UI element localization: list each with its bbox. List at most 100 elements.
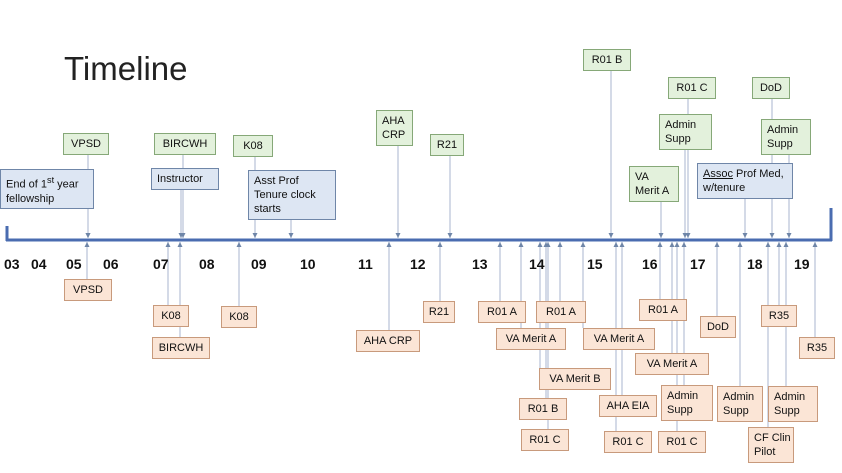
year-label: 11 — [358, 256, 373, 272]
connector-arrowhead — [580, 242, 586, 247]
box-text: Prof Med, — [732, 168, 784, 180]
year-label: 06 — [103, 256, 119, 272]
box-text: AHA — [382, 115, 405, 127]
box-text: Pilot — [754, 446, 776, 458]
grant-funded-r01c: R01 C — [521, 429, 569, 451]
grant-submitted-va-merit-a: VA Merit A — [629, 166, 679, 202]
year-label: 07 — [153, 256, 169, 272]
grant-funded-r01a-3: R01 A — [639, 299, 687, 321]
grant-funded-va-merit-a-2: VA Merit A — [583, 328, 655, 350]
box-text: fellowship — [6, 192, 55, 205]
grant-funded-r01c-2: R01 C — [604, 431, 652, 453]
box-text: Tenure clock — [254, 189, 316, 201]
year-label: 19 — [794, 256, 810, 272]
box-text: Merit A — [635, 185, 670, 197]
grant-funded-r01b: R01 B — [519, 398, 567, 420]
milestone-end-of-fellowship: End of 1st year fellowship — [0, 169, 94, 209]
grant-funded-r01a-2: R01 A — [536, 301, 586, 323]
grant-funded-k08: K08 — [153, 305, 189, 327]
grant-submitted-k08: K08 — [233, 135, 273, 157]
milestone-instructor: Instructor — [151, 168, 219, 190]
box-text: Asst Prof — [254, 175, 299, 187]
box-text: Supp — [667, 404, 693, 416]
grant-funded-r21: R21 — [423, 301, 455, 323]
year-label: 10 — [300, 256, 316, 272]
grant-submitted-aha-crp: AHA CRP — [376, 110, 413, 146]
grant-submitted-admin-supp-2: Admin Supp — [761, 119, 811, 155]
connector-arrowhead — [737, 242, 743, 247]
connector-arrowhead — [769, 233, 775, 238]
grant-submitted-vpsd: VPSD — [63, 133, 109, 155]
box-text: CRP — [382, 129, 406, 141]
box-text: st — [46, 175, 55, 185]
grant-funded-cf-clin-pilot: CF Clin Pilot — [748, 427, 794, 463]
grant-funded-r35: R35 — [761, 305, 797, 327]
box-text: Assoc — [703, 168, 733, 180]
connector-arrowhead — [178, 233, 184, 238]
connector-arrowhead — [288, 233, 294, 238]
box-text: Supp — [665, 133, 691, 145]
grant-submitted-admin-supp: Admin Supp — [659, 114, 712, 150]
grant-submitted-r01c: R01 C — [668, 77, 716, 99]
grant-funded-va-merit-b: VA Merit B — [539, 368, 611, 390]
connector-arrowhead — [395, 233, 401, 238]
connector-arrowhead — [658, 233, 664, 238]
grant-funded-va-merit-a: VA Merit A — [496, 328, 566, 350]
year-label: 13 — [472, 256, 488, 272]
grant-submitted-bircwh: BIRCWH — [154, 133, 216, 155]
connector-arrowhead — [236, 242, 242, 247]
box-text: VA — [635, 171, 649, 183]
connector-arrowhead — [557, 242, 563, 247]
connector-arrowhead — [742, 233, 748, 238]
connector-arrowhead — [765, 242, 771, 247]
box-text: Admin — [774, 391, 806, 403]
year-label: 16 — [642, 256, 658, 272]
connector-arrowhead — [518, 242, 524, 247]
grant-funded-vpsd: VPSD — [64, 279, 112, 301]
grant-funded-aha-crp: AHA CRP — [356, 330, 420, 352]
box-text: Supp — [723, 405, 749, 417]
year-label: 15 — [587, 256, 603, 272]
box-text: End of 1 — [6, 178, 47, 191]
grant-funded-admin-supp-2: Admin Supp — [717, 386, 763, 422]
connector-arrowhead — [165, 242, 171, 247]
connector-arrowhead — [681, 242, 687, 247]
year-label: 12 — [410, 256, 426, 272]
year-label: 14 — [529, 256, 545, 272]
box-text: Admin — [767, 124, 799, 136]
grant-funded-r01a: R01 A — [478, 301, 526, 323]
year-label: 09 — [251, 256, 267, 272]
grant-funded-admin-supp-3: Admin Supp — [768, 386, 818, 422]
connector-arrowhead — [714, 242, 720, 247]
grant-funded-va-merit-a-3: VA Merit A — [635, 353, 709, 375]
connector-arrowhead — [786, 233, 792, 238]
connector-arrowhead — [619, 242, 625, 247]
grant-funded-r35-2: R35 — [799, 337, 835, 359]
grant-submitted-dod: DoD — [752, 77, 790, 99]
box-text: year — [54, 178, 79, 191]
connector-arrowhead — [537, 242, 543, 247]
page-title: Timeline — [64, 50, 188, 87]
connector-arrowhead — [252, 233, 258, 238]
connector-arrowhead — [613, 242, 619, 247]
grant-funded-dod: DoD — [700, 316, 736, 338]
box-text: Admin — [667, 390, 699, 402]
grant-submitted-r01b: R01 B — [583, 49, 631, 71]
year-label: 08 — [199, 256, 215, 272]
connector-arrowhead — [682, 233, 688, 238]
connector-arrowhead — [657, 242, 663, 247]
connector-arrowhead — [812, 242, 818, 247]
connector-arrowhead — [669, 242, 675, 247]
connector-arrowhead — [447, 233, 453, 238]
connector-arrowhead — [776, 242, 782, 247]
milestone-asst-prof: Asst Prof Tenure clock starts — [248, 170, 336, 220]
year-label: 18 — [747, 256, 763, 272]
connector-arrowhead — [437, 242, 443, 247]
grant-funded-r01c-3: R01 C — [658, 431, 706, 453]
connector-arrowhead — [545, 242, 551, 247]
connector-arrowhead — [177, 242, 183, 247]
box-text: Supp — [767, 138, 793, 150]
timeline-axis — [5, 208, 833, 242]
box-text: CF Clin — [754, 432, 791, 444]
